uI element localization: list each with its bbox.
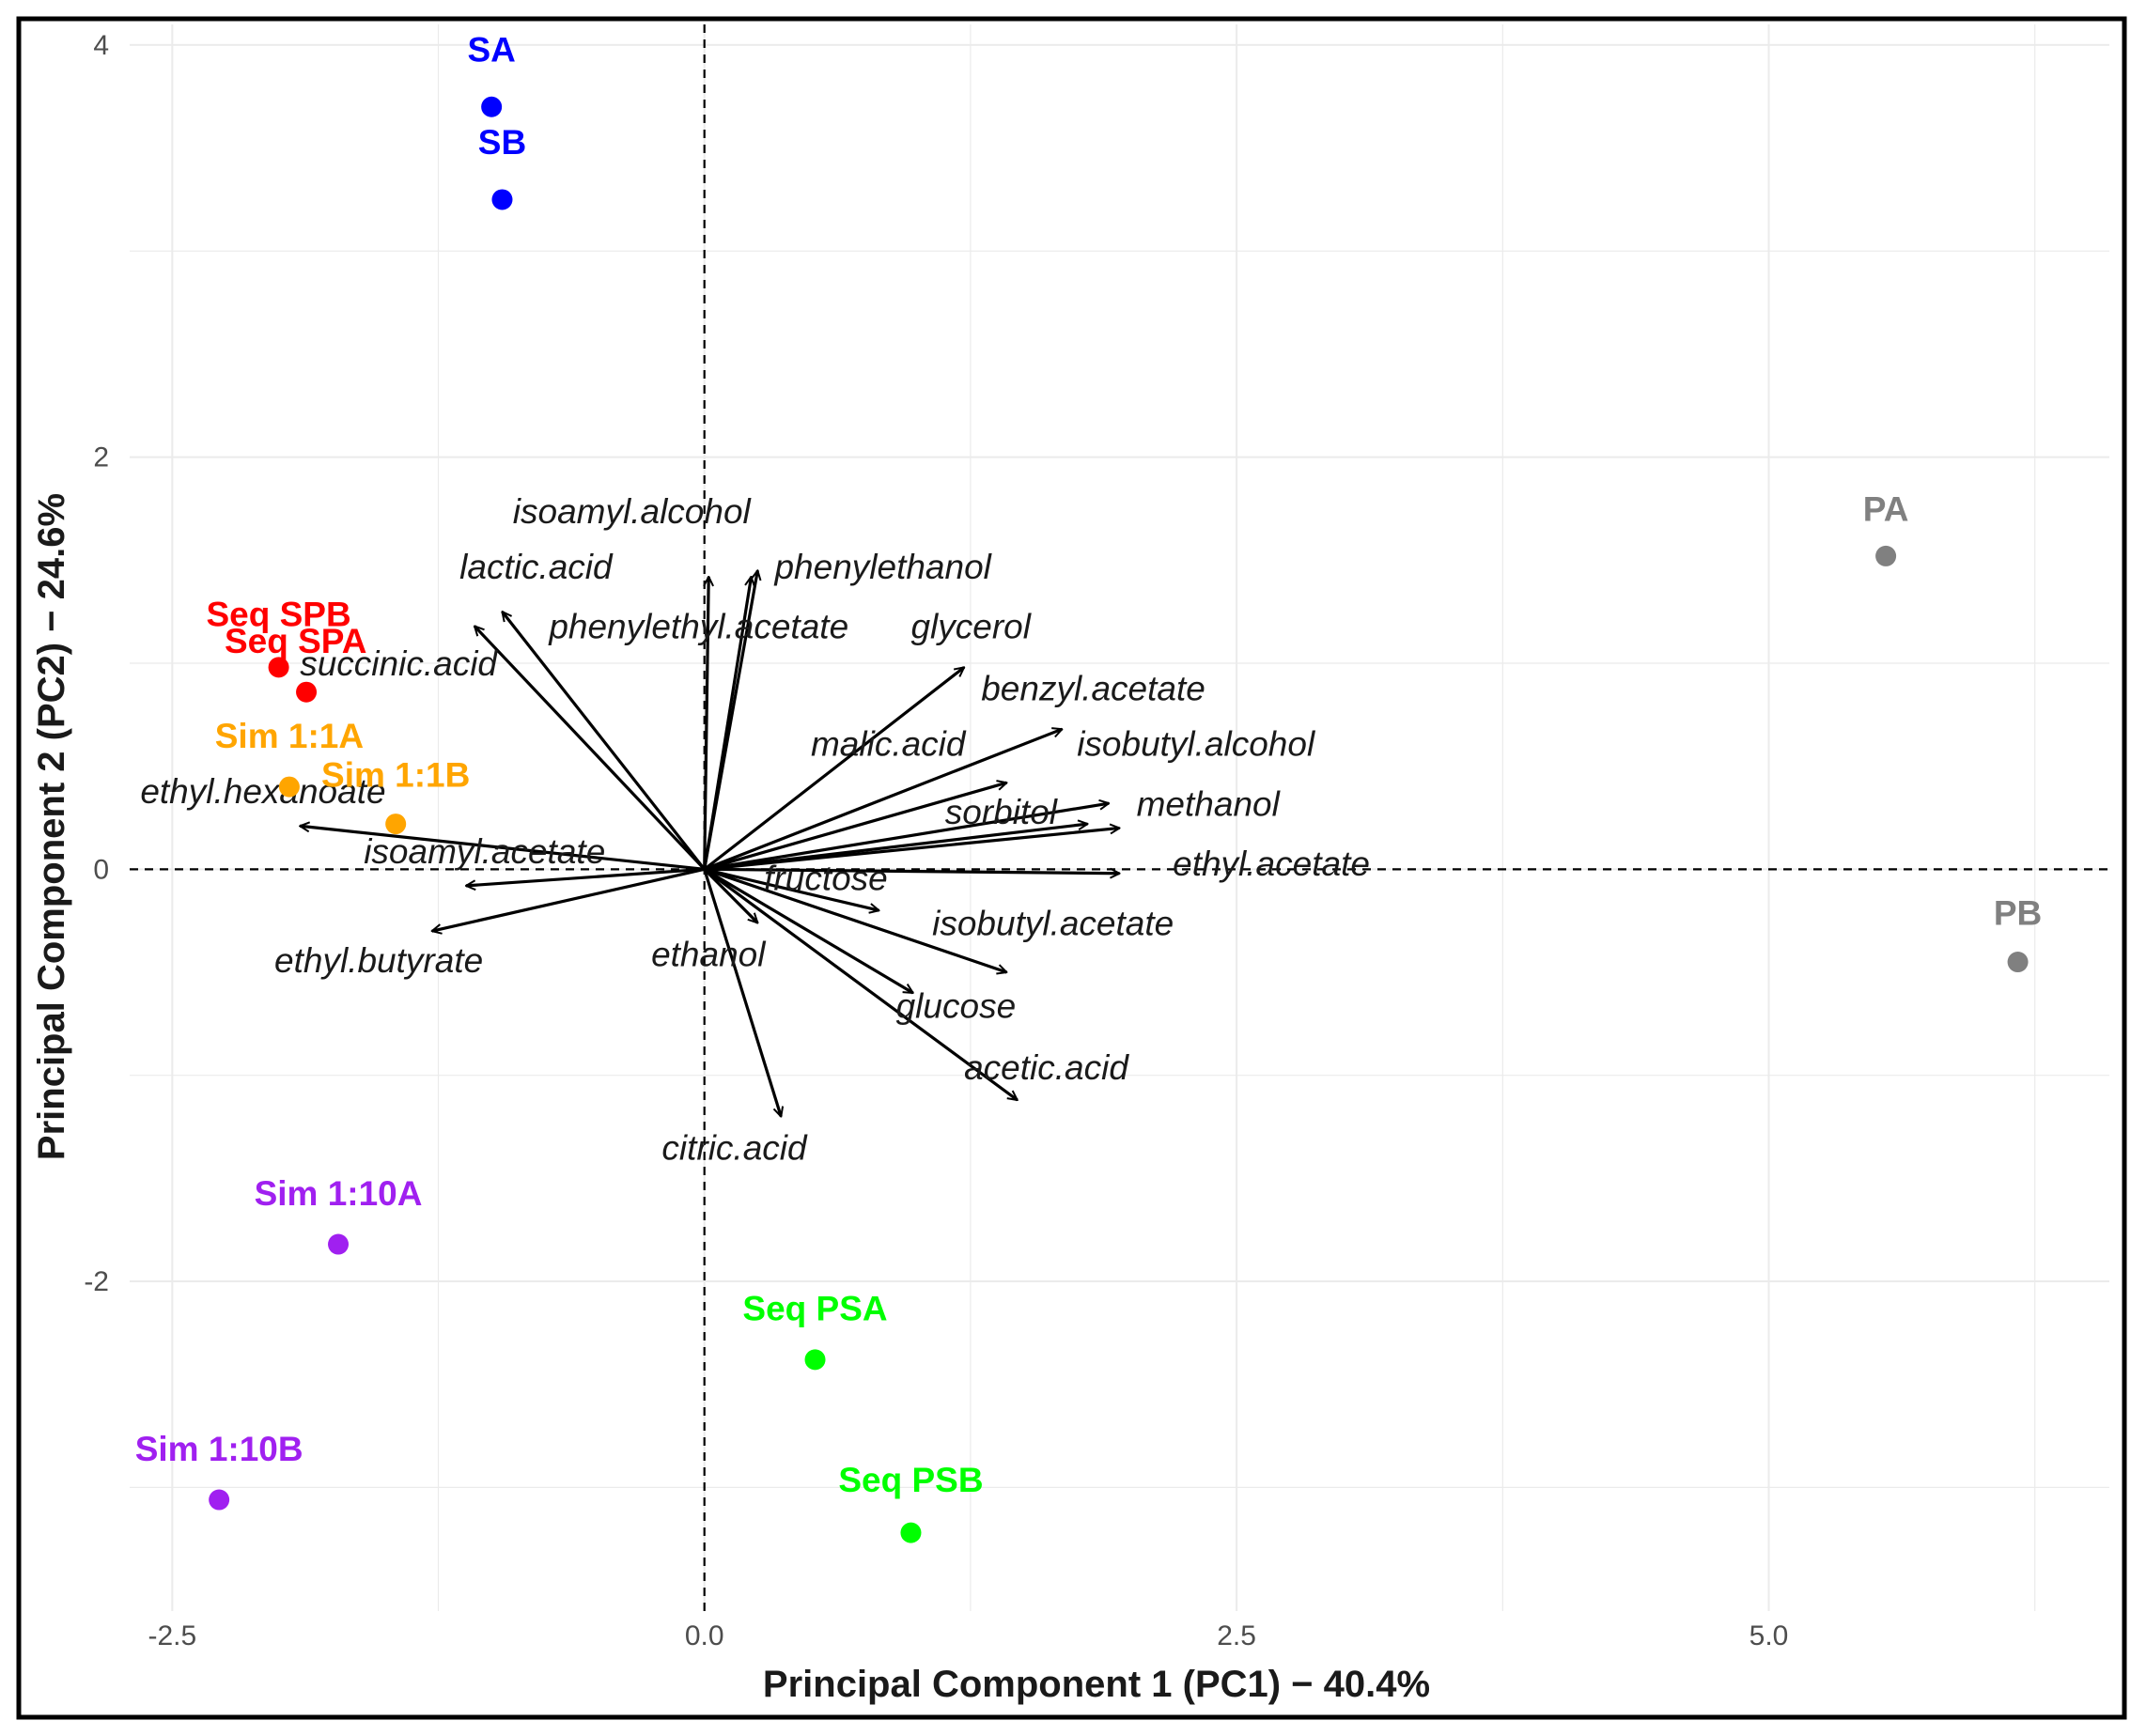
sample-label-seq-spa: Seq SPA	[225, 622, 366, 660]
loading-label-ethyl-acetate: ethyl.acetate	[1173, 845, 1370, 883]
y-tick-label: -2	[84, 1266, 109, 1297]
x-axis-title: Principal Component 1 (PC1) − 40.4%	[763, 1664, 1430, 1705]
sample-label-sim-1-10b: Sim 1:10B	[135, 1430, 303, 1468]
sample-point-seq-spb	[268, 657, 289, 678]
sample-label-sa: SA	[467, 30, 515, 69]
loading-label-isobutyl-acetate: isobutyl.acetate	[932, 905, 1174, 943]
sample-label-pb: PB	[1994, 894, 2042, 933]
x-tick-label: 0.0	[685, 1620, 724, 1651]
sample-point-sa	[481, 96, 503, 117]
loading-label-ethanol: ethanol	[651, 935, 767, 973]
sample-point-sb	[491, 189, 513, 210]
loading-arrow-glucose	[703, 867, 913, 995]
loading-arrow-ethyl-hexanoate	[300, 826, 705, 871]
loading-label-acetic-acid: acetic.acid	[964, 1048, 1129, 1087]
sample-label-pa: PA	[1863, 490, 1909, 529]
loading-arrow-malic-acid	[704, 783, 1007, 871]
loading-arrow-isoamyl-acetate	[466, 867, 705, 886]
loading-label-citric-acid: citric.acid	[661, 1129, 808, 1168]
loading-arrow-isobutyl-alcohol	[704, 803, 1109, 871]
loading-label-phenylethanol: phenylethanol	[773, 548, 992, 586]
loading-label-isoamyl-acetate: isoamyl.acetate	[364, 832, 605, 871]
loading-arrow-sorbitol	[704, 824, 1088, 871]
loading-arrow-ethanol	[703, 868, 758, 922]
loading-label-isoamyl-alcohol: isoamyl.alcohol	[513, 492, 753, 531]
y-tick-label: 2	[93, 442, 109, 473]
loading-arrow-succinic-acid	[474, 627, 706, 871]
loading-label-methanol: methanol	[1137, 784, 1282, 823]
x-tick-label: 2.5	[1217, 1620, 1256, 1651]
y-axis-title: Principal Component 2 (PC2) − 24.6%	[31, 493, 72, 1160]
y-tick-label: 0	[93, 854, 109, 885]
loading-label-isobutyl-alcohol: isobutyl.alcohol	[1077, 725, 1316, 764]
sample-point-seq-spa	[296, 681, 318, 703]
loading-arrow-fructose	[704, 867, 879, 910]
axis-tick-labels: -2.5 0.0 2.5 5.0 -2 0 2 4	[84, 30, 1788, 1651]
loading-arrow-lactic-acid	[502, 612, 706, 871]
loading-arrow-ethyl-butyrate	[432, 867, 706, 931]
sample-points	[209, 96, 2029, 1543]
sample-point-seq-psb	[900, 1522, 922, 1543]
sample-label-seq-spb: Seq SPB	[206, 596, 350, 634]
sample-label-seq-psa: Seq PSA	[742, 1290, 887, 1328]
sample-label-sb: SB	[478, 123, 526, 162]
sample-label-sim-1-1a: Sim 1:1A	[215, 717, 364, 755]
sample-point-seq-psa	[804, 1349, 826, 1371]
loading-label-malic-acid: malic.acid	[811, 725, 967, 764]
loading-label-lactic-acid: lactic.acid	[459, 548, 614, 586]
sample-point-pb	[2007, 952, 2029, 973]
loading-arrows	[300, 570, 1119, 1116]
loading-arrow-benzyl-acetate	[704, 729, 1063, 871]
sample-point-sim-1-1b	[385, 814, 407, 835]
sample-point-pa	[1875, 545, 1897, 566]
loading-arrow-isobutyl-acetate	[704, 867, 1007, 972]
loading-label-ethyl-butyrate: ethyl.butyrate	[274, 941, 483, 980]
loading-label-ethyl-hexanoate: ethyl.hexanoate	[140, 772, 385, 811]
x-tick-label: -2.5	[148, 1620, 196, 1651]
loading-label-glucose: glucose	[896, 986, 1017, 1025]
sample-label-sim-1-10a: Sim 1:10A	[255, 1174, 423, 1213]
sample-label-sim-1-1b: Sim 1:1B	[321, 756, 470, 795]
sample-point-sim-1-10b	[209, 1489, 230, 1511]
loading-label-glycerol: glycerol	[910, 608, 1032, 646]
sample-point-sim-1-1a	[278, 776, 300, 798]
loading-label-sorbitol: sorbitol	[945, 793, 1059, 831]
loading-label-benzyl-acetate: benzyl.acetate	[981, 669, 1205, 707]
loading-arrow-phenylethyl-acetate	[703, 577, 752, 870]
loading-arrow-isoamyl-alcohol	[703, 577, 709, 870]
sample-label-seq-psb: Seq PSB	[838, 1461, 983, 1499]
loading-labels: isoamyl.alcohol phenylethanol lactic.acid s…	[140, 492, 1370, 1168]
loading-arrow-ethyl-acetate	[704, 869, 1120, 873]
loading-arrow-citric-acid	[703, 868, 782, 1116]
loading-label-phenylethyl-acetate: phenylethyl.acetate	[548, 608, 848, 646]
loading-arrow-glycerol	[703, 667, 964, 871]
loading-label-fructose: fructose	[764, 859, 888, 897]
y-tick-label: 4	[93, 30, 109, 61]
figure-border	[16, 16, 2127, 1720]
loading-arrow-acetic-acid	[703, 868, 1018, 1100]
loading-label-succinic-acid: succinic.acid	[300, 644, 498, 683]
x-tick-label: 5.0	[1749, 1620, 1789, 1651]
sample-point-sim-1-10a	[328, 1233, 350, 1255]
